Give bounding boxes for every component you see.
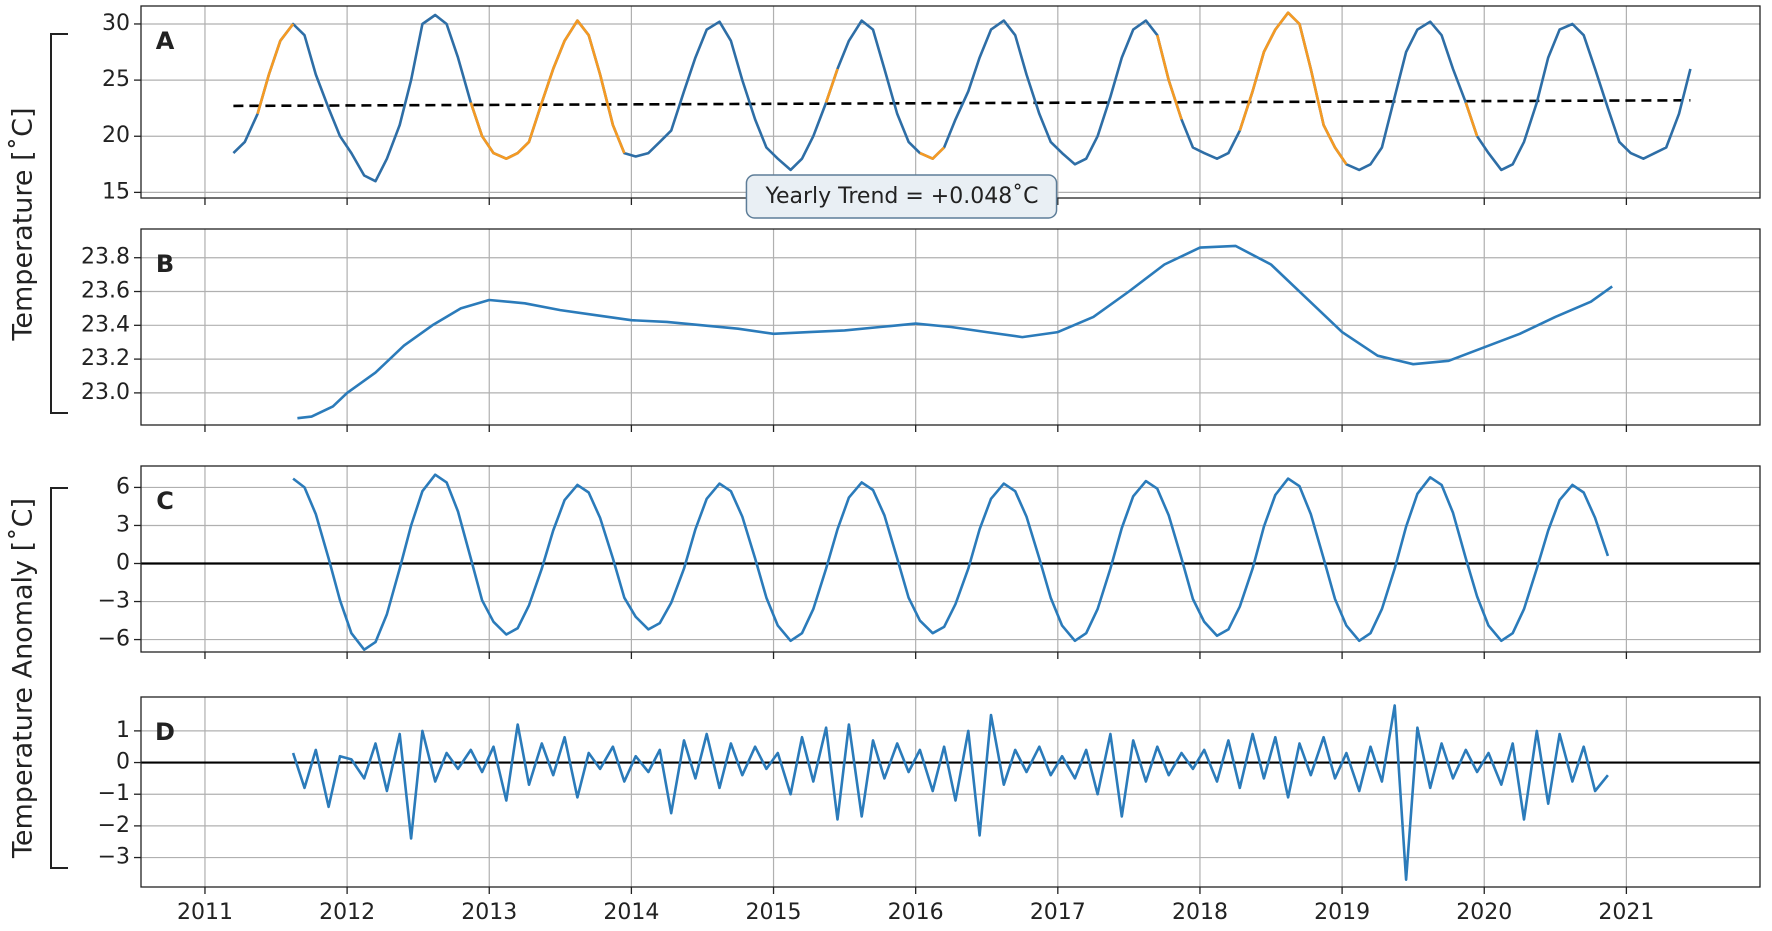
panel-label: B — [156, 250, 174, 278]
x-tick-label: 2020 — [1456, 900, 1512, 925]
panel-frame — [140, 465, 1761, 653]
panel-frame — [140, 696, 1761, 888]
plot-area — [232, 11, 1692, 183]
y-tick-label: 0 — [116, 750, 130, 775]
y-tick-label: 23.2 — [81, 346, 130, 371]
x-tick-label: 2017 — [1030, 900, 1086, 925]
plot-area — [297, 244, 1613, 420]
x-tick-label: 2019 — [1314, 900, 1370, 925]
y-tick-label: 3 — [116, 512, 130, 537]
x-tick-label: 2012 — [319, 900, 375, 925]
bracket — [50, 33, 68, 414]
y-tick-label: 1 — [116, 718, 130, 743]
y-tick-label: 0 — [116, 551, 130, 576]
data-line — [292, 473, 1610, 651]
y-tick-label: −3 — [98, 589, 130, 614]
x-tick-label: 2018 — [1172, 900, 1228, 925]
data-line — [232, 11, 1692, 183]
x-tick-label: 2014 — [603, 900, 659, 925]
y-tick-label: 23.8 — [81, 245, 130, 270]
y-tick-label: 15 — [102, 179, 130, 204]
y-tick-label: 23.6 — [81, 279, 130, 304]
y-tick-label: −1 — [98, 781, 130, 806]
annotation-box — [745, 174, 1058, 219]
plot-area — [141, 473, 1760, 651]
panel-label: A — [156, 27, 175, 55]
x-tick-label: 2016 — [888, 900, 944, 925]
y-tick-label: −3 — [98, 845, 130, 870]
x-tick-label: 2021 — [1598, 900, 1654, 925]
panel-label: D — [155, 718, 175, 746]
y-tick-label: 6 — [116, 474, 130, 499]
data-line — [256, 11, 1479, 166]
y-tick-label: 23.0 — [81, 380, 130, 405]
group-axis-label: Temperature [˚C] — [8, 107, 39, 341]
panel-label: C — [156, 487, 174, 515]
plot-area — [141, 704, 1760, 881]
y-tick-label: 25 — [102, 67, 130, 92]
y-tick-label: −2 — [98, 813, 130, 838]
x-tick-label: 2011 — [177, 900, 233, 925]
y-tick-label: 30 — [102, 11, 130, 36]
y-tick-label: 23.4 — [81, 312, 130, 337]
group-axis-label: Temperature Anomaly [˚C] — [8, 498, 39, 859]
bracket — [50, 487, 68, 869]
y-tick-label: −6 — [98, 627, 130, 652]
x-tick-label: 2015 — [746, 900, 802, 925]
y-tick-label: 20 — [102, 123, 130, 148]
x-tick-label: 2013 — [461, 900, 517, 925]
panel-frame — [140, 228, 1761, 426]
annotation: Yearly Trend = +0.048˚C — [764, 184, 1038, 209]
data-line — [297, 244, 1613, 420]
data-line — [291, 704, 1609, 881]
